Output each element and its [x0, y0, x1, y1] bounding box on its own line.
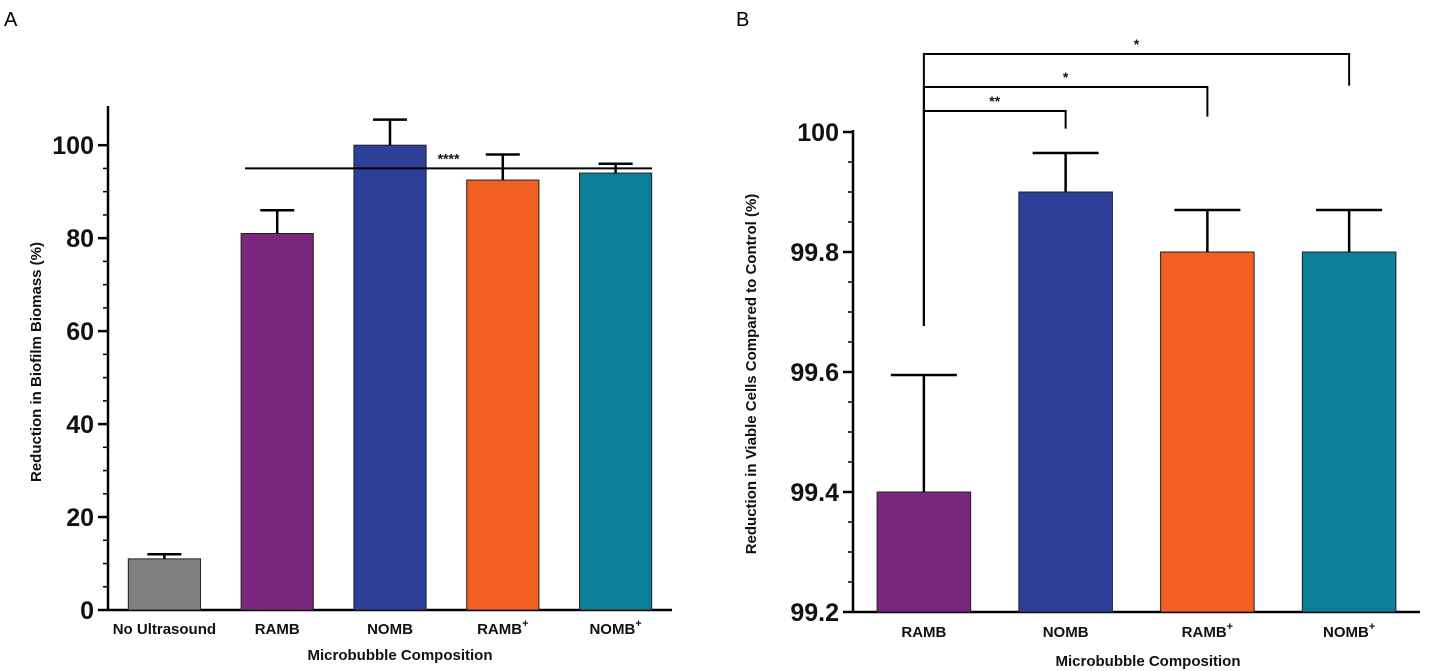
panel-b-significance-label: ** — [989, 93, 1000, 109]
panel-b-label: B — [736, 9, 749, 31]
panel-a-y-tick-label: 80 — [66, 225, 94, 253]
panel-b-bar — [1301, 251, 1397, 613]
panel-b-category-label: RAMB — [901, 624, 946, 641]
panel-b-category-label: NOMB+ — [1323, 621, 1375, 641]
panel-b-bar — [876, 491, 972, 613]
panel-a-bar — [466, 179, 540, 611]
panel-a-category-label: RAMB — [255, 621, 300, 638]
panel-a-category-label: NOMB+ — [589, 618, 641, 638]
panel-a-y-tick-label: 20 — [66, 504, 94, 532]
panel-a-chart: A 0 20 40 60 80 100 No Ultrasound RAMB NOMB RAMB+… — [4, 9, 672, 664]
panel-a-y-tick-label: 40 — [66, 411, 94, 439]
panel-a-y-tick-label: 100 — [52, 132, 94, 160]
panel-a-label: A — [4, 9, 18, 31]
panel-a-bar — [579, 172, 653, 611]
panel-b-y-tick-label: 99.8 — [790, 239, 839, 267]
panel-b-significance-bracket — [922, 53, 1351, 326]
panel-b-category-label: RAMB+ — [1182, 621, 1233, 641]
panel-b-y-tick-label: 99.2 — [790, 599, 839, 627]
panel-a-y-tick-label: 60 — [66, 318, 94, 346]
panel-b-significance-label: * — [1134, 36, 1140, 52]
panel-a-x-axis-title: Microbubble Composition — [308, 647, 493, 664]
panel-a-significance-label: **** — [438, 150, 460, 166]
panel-a-bar — [240, 233, 314, 611]
panel-a-y-tick-label: 0 — [80, 597, 94, 625]
panel-b-bar — [1160, 251, 1255, 613]
panel-b-y-tick-label: 99.4 — [790, 479, 839, 507]
panel-a-category-label: No Ultrasound — [113, 621, 216, 638]
panel-b-significance-label: * — [1063, 69, 1069, 85]
panel-b-bar — [1018, 191, 1113, 613]
panel-a-bar — [353, 144, 427, 611]
panel-a-category-label: RAMB+ — [477, 618, 528, 638]
panel-b-category-label: NOMB — [1043, 624, 1089, 641]
panel-a-category-label: NOMB — [367, 621, 413, 638]
panel-b-y-axis-title: Reduction in Viable Cells Compared to Co… — [743, 194, 760, 555]
panel-a-y-axis-title: Reduction in Biofilm Biomass (%) — [28, 242, 45, 482]
panel-b-chart: B 99.2 99.4 99.6 99.8 100 RAMB NOMB RAMB+ NOMB+ *… — [736, 9, 1420, 670]
panel-a-bar — [127, 558, 201, 611]
panel-b-x-axis-title: Microbubble Composition — [1056, 653, 1241, 670]
panel-b-y-tick-label: 99.6 — [790, 359, 839, 387]
panel-b-y-tick-label: 100 — [797, 119, 839, 147]
